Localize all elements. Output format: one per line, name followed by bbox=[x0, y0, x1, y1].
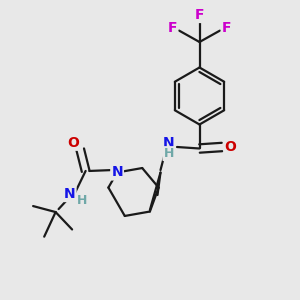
Text: N: N bbox=[163, 136, 174, 150]
Text: N: N bbox=[64, 187, 76, 201]
Text: N: N bbox=[111, 166, 123, 179]
Text: O: O bbox=[67, 136, 79, 150]
Text: F: F bbox=[222, 21, 231, 35]
Text: F: F bbox=[195, 8, 204, 22]
Text: O: O bbox=[224, 140, 236, 154]
Text: H: H bbox=[164, 147, 174, 160]
Text: F: F bbox=[168, 21, 177, 35]
Text: H: H bbox=[76, 194, 87, 208]
